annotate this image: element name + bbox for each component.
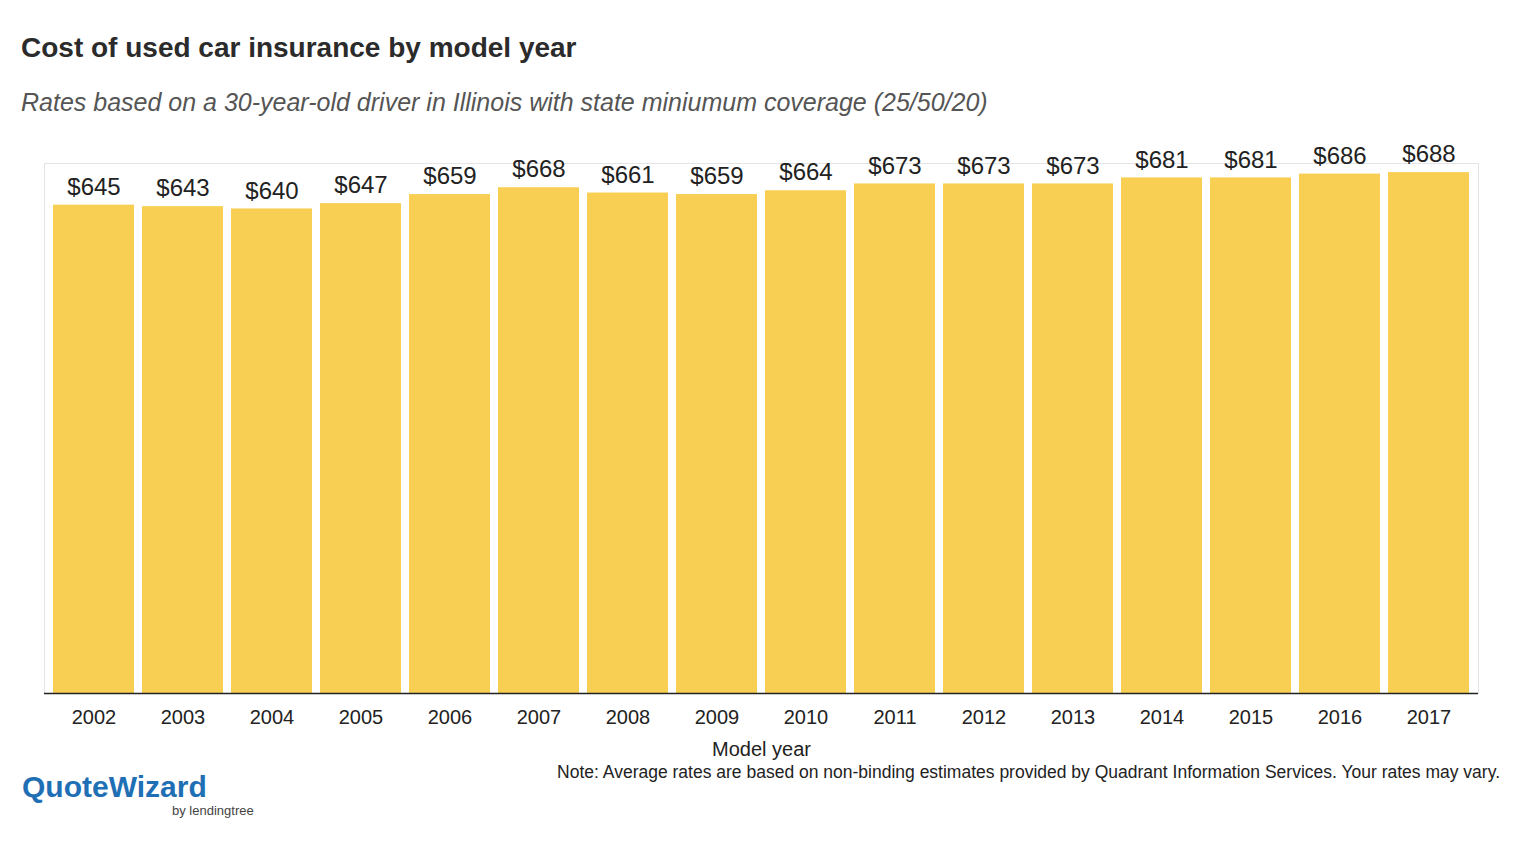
svg-text:$673: $673 [868, 152, 921, 179]
svg-text:$681: $681 [1135, 146, 1188, 173]
svg-text:2016: 2016 [1318, 706, 1363, 728]
svg-text:2010: 2010 [784, 706, 829, 728]
html-text:by lendingtree: by lendingtree [172, 803, 254, 818]
svg-text:$668: $668 [512, 155, 565, 182]
html-text:Note: Average rates are based: Note: Average rates are based on non-bin… [557, 762, 1500, 782]
svg-text:2013: 2013 [1051, 706, 1096, 728]
svg-text:2007: 2007 [517, 706, 562, 728]
svg-text:$688: $688 [1402, 140, 1455, 167]
html-text:Rates based on a 30-year-old d: Rates based on a 30-year-old driver in I… [21, 88, 988, 116]
svg-text:$659: $659 [423, 162, 476, 189]
svg-text:2003: 2003 [161, 706, 206, 728]
svg-text:2009: 2009 [695, 706, 740, 728]
svg-text:$659: $659 [690, 162, 743, 189]
svg-text:2005: 2005 [339, 706, 384, 728]
svg-text:$661: $661 [601, 161, 654, 188]
svg-text:$640: $640 [245, 177, 298, 204]
svg-text:2017: 2017 [1407, 706, 1452, 728]
svg-text:2011: 2011 [873, 706, 916, 728]
html-text:QuoteWizard: QuoteWizard [22, 770, 207, 803]
svg-text:$664: $664 [779, 158, 832, 185]
svg-text:$673: $673 [957, 152, 1010, 179]
svg-text:2008: 2008 [606, 706, 651, 728]
svg-text:$681: $681 [1224, 146, 1277, 173]
svg-text:$673: $673 [1046, 152, 1099, 179]
svg-text:$645: $645 [67, 173, 120, 200]
svg-text:2014: 2014 [1140, 706, 1185, 728]
svg-text:Model year: Model year [712, 738, 811, 760]
svg-text:$686: $686 [1313, 142, 1366, 169]
svg-text:2015: 2015 [1229, 706, 1274, 728]
svg-text:2006: 2006 [428, 706, 473, 728]
svg-text:2002: 2002 [72, 706, 117, 728]
svg-text:2012: 2012 [962, 706, 1007, 728]
svg-text:$643: $643 [156, 174, 209, 201]
html-text:Cost of used car insurance by: Cost of used car insurance by model year [21, 32, 577, 63]
svg-text:2004: 2004 [250, 706, 295, 728]
svg-text:$647: $647 [334, 171, 387, 198]
